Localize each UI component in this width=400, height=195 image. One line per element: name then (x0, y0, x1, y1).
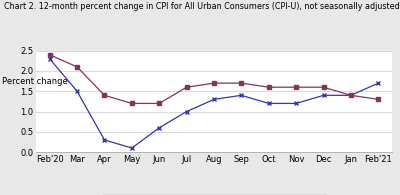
Text: Chart 2. 12-month percent change in CPI for All Urban Consumers (CPI-U), not sea: Chart 2. 12-month percent change in CPI … (4, 2, 400, 11)
Text: Percent change: Percent change (2, 77, 68, 86)
